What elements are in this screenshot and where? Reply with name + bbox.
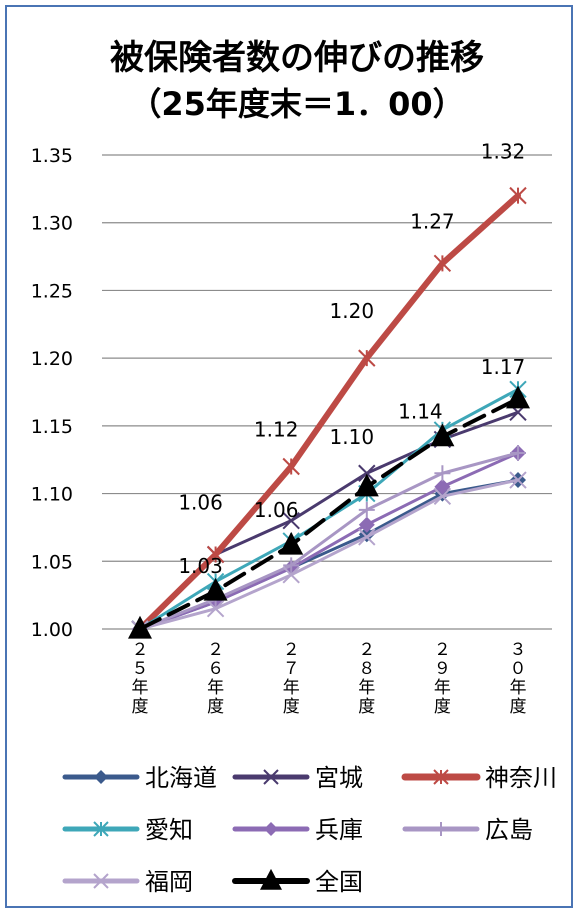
data-point [206,599,225,618]
data-point [433,487,452,505]
data-point [433,769,449,785]
data-point [510,444,526,461]
data-point [358,349,376,367]
data-label: 1.17 [481,355,526,379]
series-line [138,387,520,631]
y-tick-label: 1.00 [31,619,73,641]
legend-label: 北海道 [145,764,217,792]
y-axis-ticks: 1.00 1.05 1.10 1.15 1.20 1.25 1.30 1.35 [31,145,73,641]
data-point [282,566,300,584]
data-point [358,501,375,518]
x-axis-ticks: ２５年度 ２６年度 ２７年度 ２８年度 ２９年度 ３０年度 [132,640,527,717]
legend-label: 兵庫 [315,816,363,844]
legend-item: 兵庫 [232,816,363,844]
legend-item: 愛知 [62,816,193,844]
data-point [93,821,109,837]
data-point [358,464,376,482]
legend-label: 愛知 [145,816,193,844]
data-label: 1.03 [178,554,223,578]
x-tick-label: ２８年度 [358,640,375,717]
x-tick-label: ２５年度 [132,640,149,717]
x-tick-label: ３０年度 [510,640,527,717]
data-label: 1.06 [254,498,299,522]
data-label: 1.06 [178,491,223,515]
legend-label: 神奈川 [485,764,557,792]
x-tick-label: ２９年度 [434,640,451,717]
y-tick-label: 1.10 [31,484,73,506]
legend-label: 宮城 [315,764,363,792]
data-point [509,471,527,489]
data-point [206,545,225,564]
series-全国 [128,385,530,639]
series-神奈川 [131,186,527,638]
data-point [263,769,279,785]
data-point [506,385,530,409]
legend-item: 全国 [232,868,363,896]
data-point [430,423,455,447]
line-chart: 被保険者数の伸びの推移 （25年度末＝1．00） 1.00 1.05 1.10 1.1… [31,38,557,896]
data-point [203,577,228,601]
legend-item: 神奈川 [401,764,557,792]
data-point [279,531,304,555]
data-point [434,465,451,482]
legend-label: 全国 [315,868,363,896]
series-line [138,451,520,631]
series-lines [128,186,530,639]
series-line [137,192,521,632]
data-label: 1.10 [330,425,375,449]
legend-label: 広島 [485,816,533,844]
series-line [138,451,520,631]
series-広島 [132,444,526,637]
data-point [509,186,527,205]
chart-subtitle: （25年度末＝1．00） [129,85,464,123]
data-point [283,557,300,574]
legend-item: 広島 [402,816,533,844]
y-tick-label: 1.20 [31,348,73,370]
data-point [434,478,451,495]
data-label: 1.20 [330,299,375,323]
data-label: 1.27 [410,209,455,233]
series-line [138,478,520,631]
legend-item: 福岡 [62,868,193,896]
y-tick-label: 1.30 [31,213,73,235]
x-tick-label: ２７年度 [283,640,300,717]
x-tick-label: ２６年度 [207,640,224,717]
data-point [260,868,282,890]
y-tick-label: 1.05 [31,551,73,573]
data-point [358,528,376,546]
chart-title: 被保険者数の伸びの推移 [110,38,484,78]
data-label: 1.12 [254,417,299,441]
legend-label: 福岡 [145,868,193,896]
legend-item: 北海道 [62,764,217,792]
y-tick-label: 1.25 [31,280,73,302]
data-point [434,822,448,836]
data-point [93,873,109,889]
data-point [128,615,152,639]
data-label: 1.32 [481,140,526,164]
data-point [264,822,278,836]
legend-item: 宮城 [232,764,363,792]
data-labels: 1.06 1.03 1.12 1.06 1.20 1.10 1.27 1.14 1.32 1.17 [178,140,525,578]
gridlines [102,154,552,630]
chart-frame: 被保険者数の伸びの推移 （25年度末＝1．00） 1.00 1.05 1.10 1.1… [5,5,573,908]
data-point [282,457,300,476]
data-point [282,511,300,530]
data-label: 1.14 [398,400,443,424]
data-point [354,473,379,497]
series-line [138,396,520,631]
y-tick-label: 1.15 [31,416,73,438]
data-point [358,516,375,533]
data-point [94,770,108,784]
y-tick-label: 1.35 [31,145,73,167]
data-point [433,254,452,273]
